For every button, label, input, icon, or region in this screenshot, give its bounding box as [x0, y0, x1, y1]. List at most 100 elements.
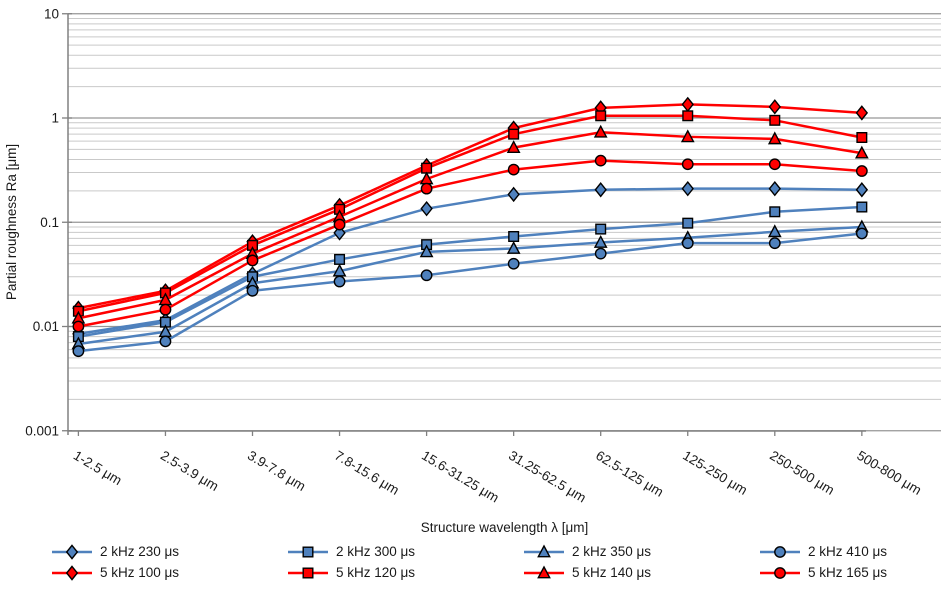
circle-marker — [594, 154, 607, 167]
legend-label: 2 kHz 350 μs — [572, 544, 652, 559]
legend-swatch-circle-icon — [760, 545, 800, 558]
series-2-kHz-350-μs — [71, 219, 869, 350]
circle-marker — [72, 320, 85, 333]
y-tick-labels: 10 1 0.1 0.01 0.001 — [25, 6, 59, 438]
x-category-label: 31.25-62.5 μm — [506, 448, 589, 506]
series-line — [78, 130, 863, 320]
square-marker — [769, 206, 781, 218]
legend-label: 2 kHz 230 μs — [100, 544, 180, 559]
diamond-marker — [333, 225, 346, 241]
circle-marker — [774, 545, 786, 558]
diamond-marker — [681, 180, 694, 197]
x-category-label: 62.5-125 μm — [593, 448, 666, 500]
legend-swatch-diamond-icon — [52, 543, 92, 560]
series-line — [78, 159, 862, 328]
circle-marker — [681, 158, 694, 171]
diamond-marker — [768, 180, 781, 197]
square-marker — [682, 110, 694, 122]
y-tick-label: 0.1 — [40, 215, 59, 230]
circle-marker — [333, 275, 346, 288]
triangle-marker — [419, 244, 434, 258]
y-axis-title: Partial roughness Ra [μm] — [4, 144, 19, 300]
square-marker — [682, 217, 694, 229]
legend-item: 2 kHz 410 μs — [758, 542, 947, 561]
x-category-labels: 1-2.5 μm 2.5-3.9 μm 3.9-7.8 μm 7.8-15.6 μm 1… — [71, 448, 924, 506]
triangle-marker — [680, 129, 695, 143]
diamond-marker — [65, 564, 79, 581]
series-5-kHz-100-μs — [72, 96, 869, 316]
diamond-marker — [65, 543, 79, 560]
circle-marker — [420, 182, 433, 195]
diamond-marker — [420, 200, 433, 217]
triangle-marker — [593, 234, 608, 248]
y-tick-label: 1 — [51, 111, 59, 126]
legend-swatch-triangle-icon — [524, 544, 564, 557]
square-marker — [769, 114, 781, 126]
x-category-label: 15.6-31.25 μm — [419, 448, 502, 506]
y-tick-label: 0.01 — [33, 319, 59, 334]
series-2-kHz-300-μs — [72, 201, 868, 343]
legend-item: 5 kHz 140 μs — [522, 563, 758, 582]
square-marker — [856, 201, 868, 213]
y-tick-label: 0.001 — [25, 423, 59, 438]
triangle-marker — [506, 140, 521, 154]
circle-marker — [774, 566, 786, 579]
circle-marker — [507, 163, 520, 176]
diamond-marker — [855, 182, 869, 198]
circle-marker — [507, 257, 520, 270]
triangle-marker — [593, 124, 608, 138]
series-line — [78, 187, 862, 336]
legend-label: 2 kHz 300 μs — [336, 544, 416, 559]
legend-item: 2 kHz 230 μs — [50, 542, 286, 561]
square-marker — [595, 110, 607, 122]
square-marker — [302, 546, 314, 558]
circle-marker — [855, 165, 868, 177]
diamond-marker — [681, 96, 694, 113]
triangle-marker — [767, 131, 782, 145]
square-marker — [508, 128, 520, 140]
circle-marker — [246, 254, 259, 267]
square-marker — [302, 567, 314, 579]
series-line — [78, 205, 862, 338]
legend-swatch-square-icon — [288, 567, 328, 579]
circle-marker — [72, 345, 85, 358]
axes — [62, 13, 866, 436]
legend-label: 2 kHz 410 μs — [808, 544, 888, 559]
circle-marker — [855, 227, 868, 240]
x-category-label: 500-800 μm — [854, 448, 924, 498]
x-category-label: 2.5-3.9 μm — [158, 448, 221, 494]
triangle-marker — [506, 241, 521, 254]
legend-item: 5 kHz 100 μs — [50, 563, 286, 582]
legend-swatch-square-icon — [288, 546, 328, 558]
triangle-marker — [854, 145, 869, 159]
legend-label: 5 kHz 165 μs — [808, 565, 888, 580]
series-line — [78, 114, 863, 313]
series-line — [78, 225, 862, 346]
y-tick-label: 10 — [44, 6, 59, 21]
series-line — [78, 232, 862, 353]
x-category-label: 3.9-7.8 μm — [245, 448, 308, 494]
series-group — [71, 96, 869, 358]
legend-item: 5 kHz 165 μs — [758, 563, 947, 582]
circle-marker — [159, 335, 172, 348]
diamond-marker — [507, 186, 520, 203]
circle-marker — [159, 303, 172, 316]
legend-swatch-triangle-icon — [524, 565, 564, 578]
series-line — [78, 103, 862, 310]
square-marker — [595, 223, 607, 235]
gridlines — [68, 13, 941, 432]
diamond-marker — [768, 99, 781, 115]
x-category-label: 7.8-15.6 μm — [332, 448, 402, 498]
legend: 2 kHz 230 μs 2 kHz 300 μs 2 kHz 350 μs 2 kH… — [50, 542, 940, 582]
triangle-marker — [537, 565, 551, 578]
series-2-kHz-410-μs — [72, 227, 868, 358]
x-category-label: 250-500 μm — [767, 448, 837, 498]
legend-label: 5 kHz 120 μs — [336, 565, 416, 580]
diamond-marker — [594, 182, 607, 198]
circle-marker — [768, 158, 781, 171]
circle-marker — [246, 284, 259, 297]
legend-item: 2 kHz 300 μs — [286, 542, 522, 561]
circle-marker — [594, 247, 607, 260]
